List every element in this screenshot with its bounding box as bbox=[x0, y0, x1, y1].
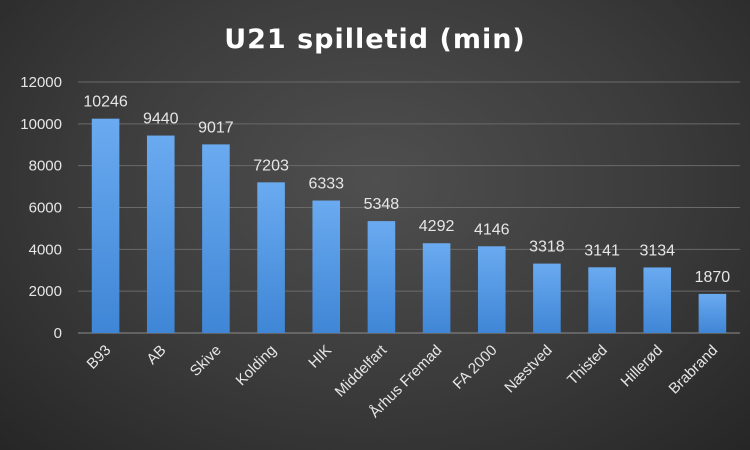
y-tick-label: 2000 bbox=[29, 283, 62, 300]
bar bbox=[477, 246, 506, 333]
gridlines bbox=[78, 81, 740, 334]
bar bbox=[91, 118, 120, 333]
data-label: 4292 bbox=[419, 218, 455, 235]
x-tick-label: Brabrand bbox=[666, 342, 722, 398]
data-label: 6333 bbox=[308, 176, 344, 193]
x-tick-label: B93 bbox=[84, 342, 115, 373]
chart-title: U21 spilletid (min) bbox=[224, 24, 526, 55]
bar bbox=[257, 182, 285, 333]
y-tick-label: 12000 bbox=[20, 74, 62, 91]
data-label: 10246 bbox=[83, 94, 128, 111]
x-tick-label: AB bbox=[143, 342, 169, 368]
data-label: 3134 bbox=[639, 242, 675, 259]
y-tick-label: 0 bbox=[54, 325, 62, 342]
x-tick-label: FA 2000 bbox=[450, 342, 501, 393]
bar bbox=[146, 135, 175, 333]
bar bbox=[533, 263, 561, 333]
bar bbox=[588, 267, 616, 333]
y-axis-ticks: 0 2000 4000 6000 8000 10000 12000 bbox=[20, 74, 62, 342]
bar bbox=[367, 221, 396, 333]
data-label: 9017 bbox=[198, 119, 234, 136]
y-tick-label: 10000 bbox=[20, 116, 62, 133]
data-label: 7203 bbox=[253, 157, 289, 174]
bar bbox=[643, 267, 672, 333]
data-label: 1870 bbox=[695, 269, 731, 286]
data-labels: 10246 9440 9017 7203 6333 5348 4292 4146 3318 314… bbox=[83, 94, 730, 286]
y-tick-label: 8000 bbox=[29, 158, 62, 175]
data-label: 5348 bbox=[364, 196, 400, 213]
data-label: 3141 bbox=[584, 242, 620, 259]
x-tick-label: Næstved bbox=[501, 342, 555, 396]
bar bbox=[698, 293, 727, 333]
x-tick-label: Kolding bbox=[233, 342, 280, 389]
bars bbox=[91, 118, 727, 333]
x-tick-label: Hillerød bbox=[618, 342, 667, 391]
bar bbox=[202, 144, 230, 333]
y-tick-label: 6000 bbox=[29, 200, 62, 217]
data-label: 9440 bbox=[143, 111, 179, 128]
y-tick-label: 4000 bbox=[29, 241, 62, 258]
data-label: 4146 bbox=[474, 221, 510, 238]
bar bbox=[422, 243, 451, 333]
data-label: 3318 bbox=[529, 239, 565, 256]
x-tick-label: HIK bbox=[305, 342, 335, 372]
x-tick-label: Thisted bbox=[564, 342, 611, 389]
bar bbox=[312, 200, 341, 333]
x-tick-label: Skive bbox=[187, 342, 225, 380]
x-tick-label: Middelfart bbox=[332, 341, 391, 400]
